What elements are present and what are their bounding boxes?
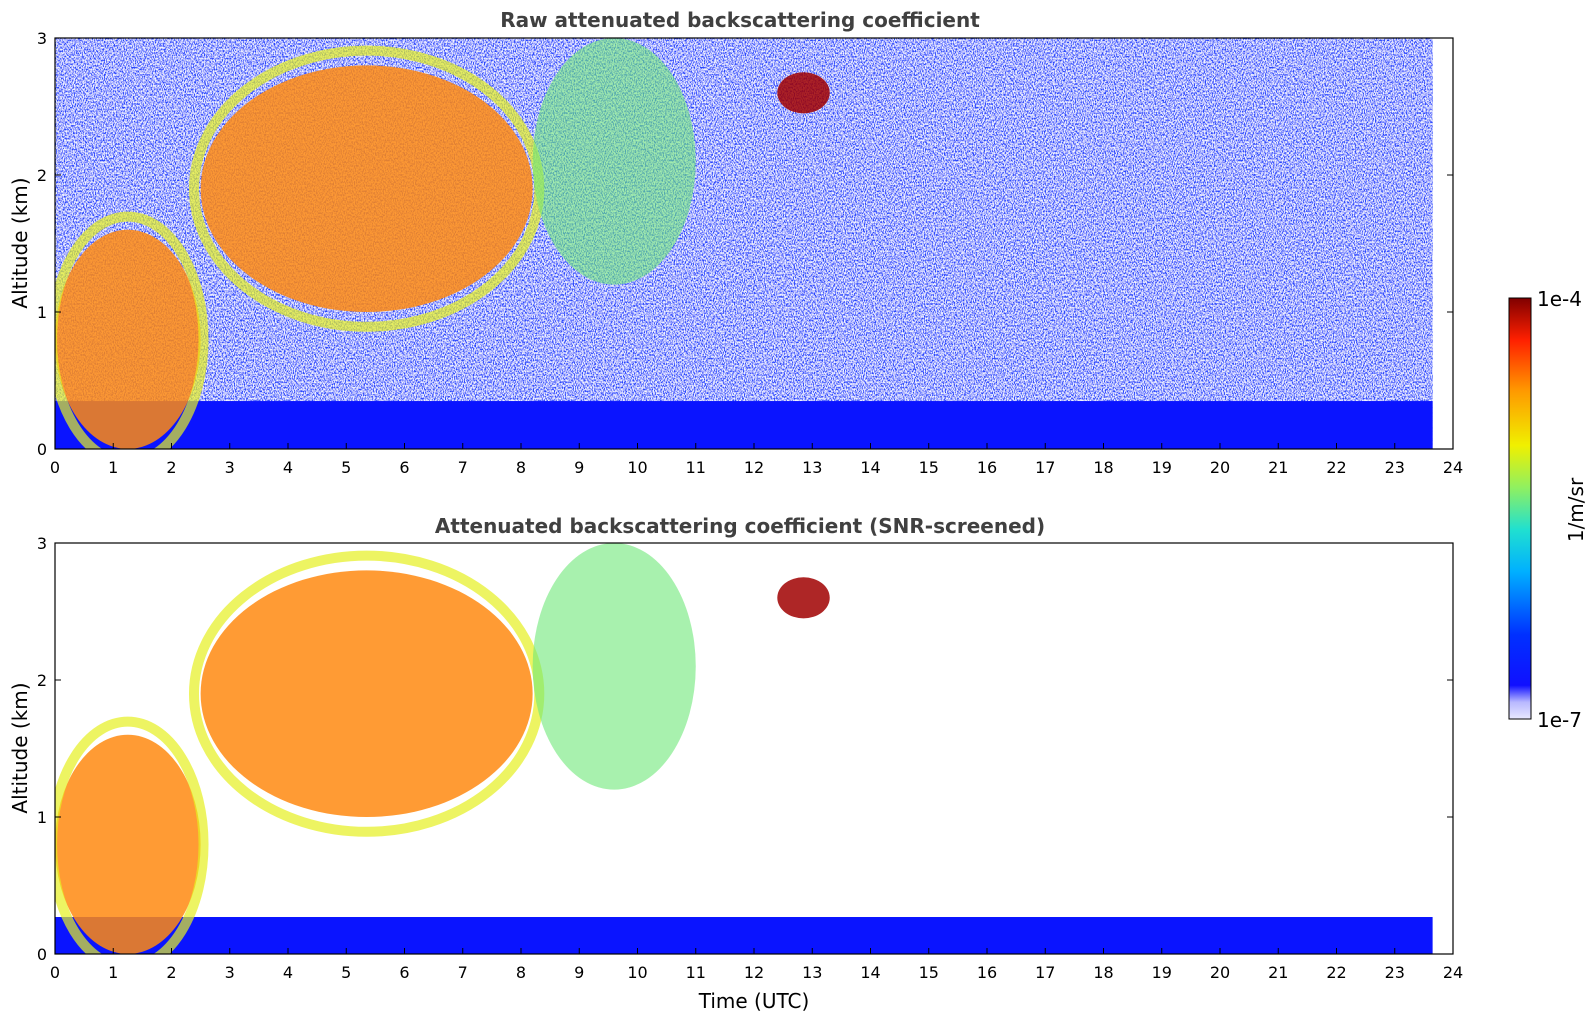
x-tick-label: 1 xyxy=(108,963,118,982)
x-tick-label: 10 xyxy=(627,458,647,477)
heatmap-feature xyxy=(55,401,1433,449)
y-tick-label: 3 xyxy=(37,29,47,48)
colorbar-unit-label: 1/m/sr xyxy=(1564,477,1588,542)
y-tick-label: 0 xyxy=(37,945,47,964)
heatmap-feature xyxy=(777,72,830,114)
x-tick-label: 13 xyxy=(802,963,822,982)
x-tick-label: 15 xyxy=(919,458,939,477)
x-tick-label: 23 xyxy=(1385,963,1405,982)
x-tick-label: 0 xyxy=(50,963,60,982)
y-tick-label: 1 xyxy=(37,808,47,827)
x-tick-label: 19 xyxy=(1152,458,1172,477)
x-tick-label: 14 xyxy=(860,458,880,477)
x-tick-label: 6 xyxy=(399,458,409,477)
chart-title: Raw attenuated backscattering coefficien… xyxy=(500,8,980,32)
heatmap-feature xyxy=(532,543,696,790)
colorbar-gradient xyxy=(1508,297,1532,720)
x-tick-label: 10 xyxy=(627,963,647,982)
x-tick-label: 23 xyxy=(1385,458,1405,477)
x-tick-label: 21 xyxy=(1268,963,1288,982)
x-tick-label: 15 xyxy=(919,963,939,982)
x-tick-label: 20 xyxy=(1210,963,1230,982)
heatmap-feature xyxy=(777,577,830,619)
x-tick-label: 13 xyxy=(802,458,822,477)
x-tick-label: 4 xyxy=(283,963,293,982)
heatmap-area xyxy=(55,38,1433,449)
x-tick-label: 4 xyxy=(283,458,293,477)
feature-halo xyxy=(55,716,209,954)
x-tick-label: 11 xyxy=(686,963,706,982)
heatmap-feature xyxy=(200,570,533,817)
x-tick-label: 9 xyxy=(574,963,584,982)
y-tick-label: 1 xyxy=(37,303,47,322)
x-tick-label: 18 xyxy=(1093,458,1113,477)
x-tick-label: 8 xyxy=(516,963,526,982)
x-tick-label: 19 xyxy=(1152,963,1172,982)
y-tick-label: 3 xyxy=(37,534,47,553)
x-tick-label: 22 xyxy=(1326,963,1346,982)
chart-title: Attenuated backscattering coefficient (S… xyxy=(435,514,1045,538)
heatmap-area xyxy=(55,543,1433,954)
y-axis-label: Altitude (km) xyxy=(8,682,32,813)
x-tick-label: 21 xyxy=(1268,458,1288,477)
heatmap-feature xyxy=(200,65,533,312)
x-tick-label: 24 xyxy=(1443,963,1463,982)
snr-screened-panel: Attenuated backscattering coefficient (S… xyxy=(8,514,1463,1013)
x-tick-label: 18 xyxy=(1093,963,1113,982)
heatmap-feature xyxy=(532,38,696,285)
x-tick-label: 16 xyxy=(977,963,997,982)
x-axis-label: Time (UTC) xyxy=(698,989,810,1013)
x-tick-label: 8 xyxy=(516,458,526,477)
colorbar-max-label: 1e-4 xyxy=(1537,287,1582,311)
x-tick-label: 3 xyxy=(225,458,235,477)
x-tick-label: 6 xyxy=(399,963,409,982)
x-tick-label: 2 xyxy=(166,963,176,982)
colorbar: 1e-4 1e-7 1/m/sr xyxy=(1508,287,1588,732)
y-tick-label: 2 xyxy=(37,166,47,185)
heatmap-feature xyxy=(55,917,1433,954)
x-tick-label: 9 xyxy=(574,458,584,477)
x-tick-label: 22 xyxy=(1326,458,1346,477)
x-tick-label: 20 xyxy=(1210,458,1230,477)
x-tick-label: 12 xyxy=(744,963,764,982)
heatmap-feature xyxy=(55,229,201,449)
x-tick-label: 17 xyxy=(1035,963,1055,982)
x-tick-label: 17 xyxy=(1035,458,1055,477)
y-tick-label: 2 xyxy=(37,671,47,690)
x-tick-label: 24 xyxy=(1443,458,1463,477)
x-tick-label: 7 xyxy=(458,963,468,982)
heatmap-feature xyxy=(55,734,201,954)
colorbar-min-label: 1e-7 xyxy=(1537,708,1582,732)
y-axis-label: Altitude (km) xyxy=(8,177,32,308)
x-tick-label: 5 xyxy=(341,458,351,477)
x-tick-label: 3 xyxy=(225,963,235,982)
x-tick-label: 5 xyxy=(341,963,351,982)
y-tick-label: 0 xyxy=(37,440,47,459)
raw-backscatter-panel: Raw attenuated backscattering coefficien… xyxy=(8,8,1463,477)
feature-halo xyxy=(55,211,209,449)
x-tick-label: 14 xyxy=(860,963,880,982)
x-tick-label: 16 xyxy=(977,458,997,477)
x-tick-label: 0 xyxy=(50,458,60,477)
x-tick-label: 2 xyxy=(166,458,176,477)
x-tick-label: 12 xyxy=(744,458,764,477)
x-tick-label: 11 xyxy=(686,458,706,477)
x-tick-label: 1 xyxy=(108,458,118,477)
x-tick-label: 7 xyxy=(458,458,468,477)
